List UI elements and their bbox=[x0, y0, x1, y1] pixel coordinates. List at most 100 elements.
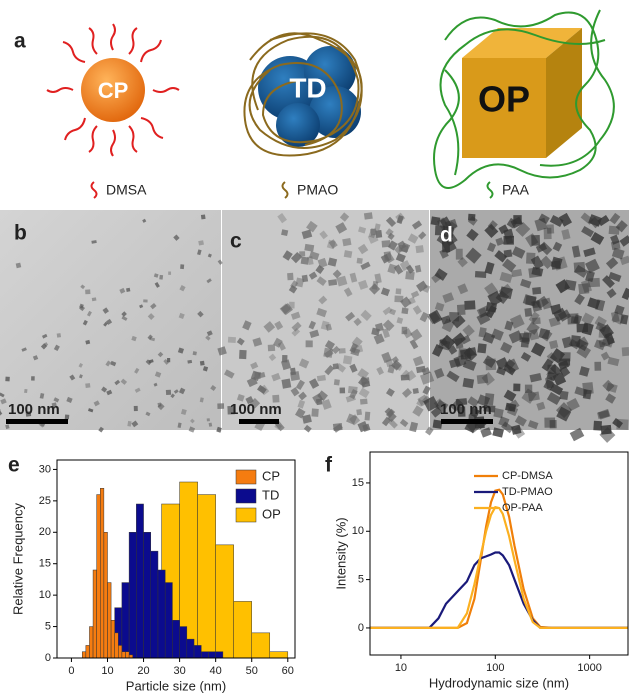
tem-particle bbox=[316, 374, 326, 382]
tem-particle bbox=[307, 256, 314, 265]
tem-particle bbox=[51, 402, 57, 409]
scale-bar-label: 100 nm bbox=[230, 401, 282, 418]
tem-particle bbox=[432, 419, 443, 429]
y-tick-label: 20 bbox=[39, 526, 51, 538]
tem-particle bbox=[5, 424, 10, 430]
tem-particle bbox=[427, 311, 441, 325]
tem-particle bbox=[536, 401, 546, 411]
tem-particle bbox=[433, 398, 445, 410]
tem-particle bbox=[609, 212, 621, 225]
tem-particle bbox=[180, 264, 185, 270]
tem-particle bbox=[419, 311, 429, 323]
tem-particle bbox=[531, 266, 544, 277]
cp-particle bbox=[81, 58, 145, 122]
tem-particle bbox=[350, 347, 361, 357]
tem-particle bbox=[546, 371, 557, 382]
legend-label: CP-DMSA bbox=[502, 470, 553, 482]
histogram-bar bbox=[121, 651, 126, 659]
tem-particle bbox=[357, 368, 369, 380]
tem-particle bbox=[405, 264, 415, 274]
tem-particle bbox=[531, 235, 541, 246]
tem-particle bbox=[0, 392, 5, 398]
tem-particle bbox=[79, 374, 83, 379]
tem-particle bbox=[401, 326, 408, 335]
panel-letter: f bbox=[325, 454, 333, 477]
tem-particle bbox=[393, 264, 404, 275]
tem-particle bbox=[295, 379, 305, 391]
tem-particle bbox=[82, 319, 88, 326]
tem-particle bbox=[410, 290, 420, 299]
tem-particle bbox=[500, 341, 513, 354]
tem-particle bbox=[308, 320, 317, 330]
tem-particle bbox=[605, 393, 616, 404]
tem-particle bbox=[582, 389, 592, 400]
tem-particle bbox=[349, 272, 358, 283]
x-tick-label: 20 bbox=[137, 665, 149, 677]
tem-particle bbox=[574, 264, 589, 278]
histogram-bar bbox=[269, 651, 289, 659]
tem-particle bbox=[602, 275, 615, 289]
tem-particle bbox=[614, 304, 625, 316]
legend-label: TD-PMAO bbox=[502, 486, 553, 498]
legend-label: CP bbox=[262, 468, 280, 483]
tem-particle bbox=[466, 228, 479, 242]
tem-particle bbox=[401, 388, 413, 398]
tem-particle bbox=[200, 214, 206, 220]
tem-particle bbox=[395, 288, 402, 295]
tem-particle bbox=[103, 321, 108, 327]
coating-label: DMSA bbox=[106, 182, 147, 198]
tem-particle bbox=[281, 378, 292, 389]
tem-particle bbox=[511, 424, 522, 435]
tem-particle bbox=[64, 414, 70, 420]
dmsa-ligands bbox=[46, 23, 180, 157]
tem-particle bbox=[309, 329, 320, 338]
tem-particle bbox=[549, 340, 559, 350]
tem-particle bbox=[32, 355, 39, 361]
tem-particle bbox=[492, 427, 504, 438]
tem-particle bbox=[333, 379, 340, 386]
tem-particle bbox=[400, 374, 410, 381]
tem-particle bbox=[528, 267, 541, 278]
tem-particle bbox=[511, 246, 526, 259]
y-tick-label: 10 bbox=[39, 589, 51, 601]
histogram-bar bbox=[136, 503, 144, 659]
tem-particle bbox=[358, 226, 367, 234]
tem-particle bbox=[540, 255, 554, 270]
x-axis-title: Particle size (nm) bbox=[126, 678, 226, 693]
tem-particle bbox=[484, 282, 499, 297]
tem-particle bbox=[149, 337, 156, 342]
tem-particle bbox=[197, 310, 204, 318]
tem-particle bbox=[385, 387, 395, 397]
tem-particle bbox=[317, 390, 328, 402]
tem-particle bbox=[503, 235, 514, 245]
tem-particle bbox=[134, 367, 140, 374]
tem-particle bbox=[620, 314, 629, 325]
legend-icon bbox=[281, 181, 289, 199]
tem-particle bbox=[15, 262, 22, 269]
tem-particle bbox=[593, 339, 606, 351]
tem-particle bbox=[289, 301, 295, 309]
histogram-bar bbox=[114, 632, 119, 659]
paa-coating bbox=[433, 9, 615, 189]
tem-particle bbox=[579, 366, 590, 377]
tem-particle bbox=[274, 320, 284, 331]
tem-particle bbox=[374, 273, 382, 284]
tem-particle bbox=[514, 415, 527, 427]
tem-particle bbox=[442, 292, 455, 303]
td-particle bbox=[258, 46, 361, 147]
tem-particle bbox=[147, 313, 155, 320]
tem-particle bbox=[600, 351, 610, 361]
tem-particle bbox=[384, 252, 395, 264]
tem-particle bbox=[357, 243, 369, 255]
tem-particle bbox=[280, 359, 292, 371]
tem-particle bbox=[373, 333, 385, 345]
tem-particle bbox=[297, 399, 306, 409]
tem-particle bbox=[460, 349, 471, 360]
tem-particle bbox=[585, 270, 595, 283]
tem-particle bbox=[139, 304, 144, 309]
panel-letter: e bbox=[8, 454, 20, 477]
tem-particle bbox=[178, 387, 186, 395]
tem-particle bbox=[133, 405, 138, 412]
